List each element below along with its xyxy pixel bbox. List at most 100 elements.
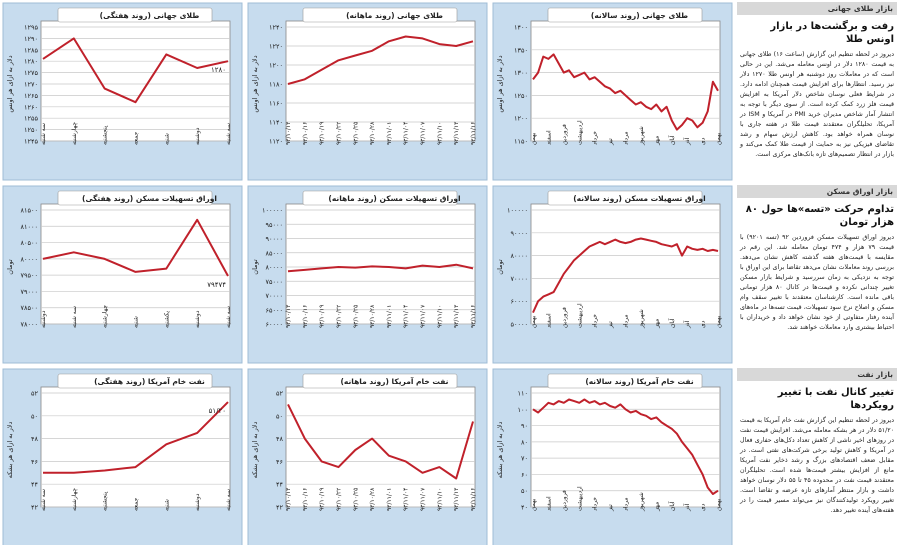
x-tick-label: ۹۳/۱۱/۱۶ [470,488,477,511]
x-tick-label: اسفند [545,313,552,328]
y-axis-label: دلار به ازای هر بشکه [496,421,504,478]
section-label: بازار نفت [737,368,897,381]
y-tick-label: ۴۸ [31,435,38,443]
y-tick-label: ۷۰ [521,455,528,463]
x-tick-label: آبان [667,135,676,145]
y-tick-label: ۵۰ [521,487,528,495]
article-body: دیروز اوراق تسهیلات مسکن فروردین ۹۲ (تسه… [740,234,894,331]
chart-title: نفت خام آمریکا (روند ماهانه) [340,376,448,386]
x-tick-label: سه شنبه [40,489,47,511]
y-tick-label: ۱۱۶۰ [269,100,283,108]
chart-title: نفت خام آمریکا (روند سالانه) [585,376,693,386]
y-tick-label: ۱۱۴۰ [269,119,283,127]
x-tick-label: مهر [653,319,660,329]
y-tick-label: ۱۱۸۰ [269,81,283,89]
x-tick-label: ۹۳/۱۱/۰۱ [386,305,393,328]
charts-grid: طلای جهانی (روند سالانه) ۱۱۵۰ ۱۲۰۰ ۱۲۵۰ ۱۳۰۰… [2,2,733,545]
y-tick-label: ۴۶ [276,458,283,466]
plot-area [40,203,231,325]
y-tick-label: ۸۰۵۰۰ [21,239,38,247]
chart-title: طلای جهانی (روند هفتگی) [100,11,200,20]
chart-title: اوراق تسهیلات مسکن (روند ماهانه) [328,194,460,203]
chart-panel: طلای جهانی (روند سالانه) ۱۱۵۰ ۱۲۰۰ ۱۲۵۰ ۱۳۰۰… [492,2,733,181]
x-tick-label: ۹۳/۱۱/۱۳ [453,304,460,328]
y-tick-label: ۱۲۹۵ [24,24,38,32]
y-tick-label: ۶۰۰۰۰ [511,298,528,306]
x-tick-label: خرداد [592,131,599,145]
x-tick-label: ۹۳/۱۱/۰۱ [386,488,393,511]
x-tick-label: ۹۳/۱۰/۱۳ [285,121,292,145]
title-box [302,190,458,206]
article-title: تداوم حرکت «تسه»ها حول ۸۰ هزار تومان [745,204,894,228]
x-tick-label: دوشنبه [40,310,47,328]
x-tick-label: دوشنبه [194,127,201,145]
plot-area [530,386,721,508]
y-tick-label: ۷۹۵۰۰ [21,272,38,280]
y-tick-label: ۱۲۰۰ [269,62,283,70]
x-tick-label: چهارشنبه [71,488,78,511]
value-label: ۷۹۴۷۴ [207,281,226,289]
y-tick-label: ۵۰ [276,412,283,420]
x-tick-label: دی [700,137,707,145]
x-tick-label: ۹۳/۱۰/۲۲ [335,305,342,328]
y-axis-label: دلار به ازای هر اونس [251,55,259,112]
x-tick-label: خرداد [592,497,599,511]
title-box [547,7,703,23]
data-line [532,237,719,314]
news-column: بازار طلای جهانی رفت و برگشت‌ها در بازار… [737,0,900,545]
x-tick-label: ۹۳/۱۱/۱۶ [470,305,477,328]
title-box [302,7,458,23]
article: بازار طلای جهانی رفت و برگشت‌ها در بازار… [737,2,897,182]
x-tick-label: آبان [667,318,676,328]
data-line [287,263,474,273]
article-title: تغییر کانال نفت با تغییر رویکردها [777,387,894,411]
y-tick-label: ۹۰۰۰۰ [266,235,283,243]
y-tick-label: ۱۱۰ [518,390,528,398]
x-tick-label: چهارشنبه [71,122,78,145]
x-tick-label: ۹۳/۱۰/۱۹ [319,122,326,145]
x-tick-label: بهمن [530,132,537,145]
y-tick-label: ۸۰۰۰۰ [21,255,38,263]
y-tick-label: ۷۹۰۰۰ [21,288,38,296]
y-tick-label: ۹۵۰۰۰ [266,221,283,229]
x-tick-label: دی [700,503,707,511]
x-tick-label: پنجشنبه [102,491,109,511]
x-tick-label: شهریور [638,492,645,512]
x-tick-label: مهر [653,502,660,512]
x-tick-label: اسفند [545,130,552,145]
y-tick-label: ۵۰۰۰۰ [511,321,528,329]
chart-panel: نفت خام آمریکا (روند سالانه) ۴۰ ۵۰ ۶۰ ۷۰ ۸۰ ۹۰… [492,368,733,545]
x-tick-label: اردیبهشت [576,486,583,511]
x-tick-label: ۹۳/۱۰/۲۸ [369,121,376,145]
y-axis-label: تومان [496,259,504,275]
article: بازار اوراق مسکن تداوم حرکت «تسه»ها حول … [737,185,897,365]
x-tick-label: ۹۳/۱۱/۱۰ [436,305,443,328]
x-tick-label: ۹۳/۱۰/۱۹ [319,488,326,511]
x-tick-label: دوشنبه [194,310,201,328]
y-tick-label: ۶۰۰۰۰ [266,321,283,329]
chart-title: نفت خام آمریکا (روند هفتگی) [94,376,205,386]
x-tick-label: خرداد [592,314,599,328]
y-tick-label: ۱۲۷۰ [24,81,38,89]
y-tick-label: ۱۱۵۰ [514,138,528,146]
chart-title: طلای جهانی (روند سالانه) [591,11,688,20]
x-tick-label: چهارشنبه [102,305,109,328]
x-tick-label: بهمن [715,132,722,145]
x-tick-label: اردیبهشت [576,303,583,328]
y-tick-label: ۹۰ [521,422,528,430]
y-tick-label: ۱۰۰۰۰۰ [507,207,528,215]
y-tick-label: ۶۰ [521,471,528,479]
data-line [42,218,229,277]
x-tick-label: ۹۳/۱۱/۱۶ [470,122,477,145]
y-tick-label: ۵۲ [31,390,38,398]
x-tick-label: بهمن [530,315,537,328]
x-tick-label: ۹۳/۱۰/۲۲ [335,122,342,145]
x-tick-label: اسفند [545,496,552,511]
y-tick-label: ۱۲۰۰ [514,115,528,123]
y-tick-label: ۵۰ [31,412,38,420]
y-tick-label: ۱۲۸۰ [24,58,38,66]
x-tick-label: ۹۳/۱۰/۱۶ [302,488,309,511]
x-tick-label: مهر [653,136,660,146]
x-tick-label: فروردین [561,124,568,145]
